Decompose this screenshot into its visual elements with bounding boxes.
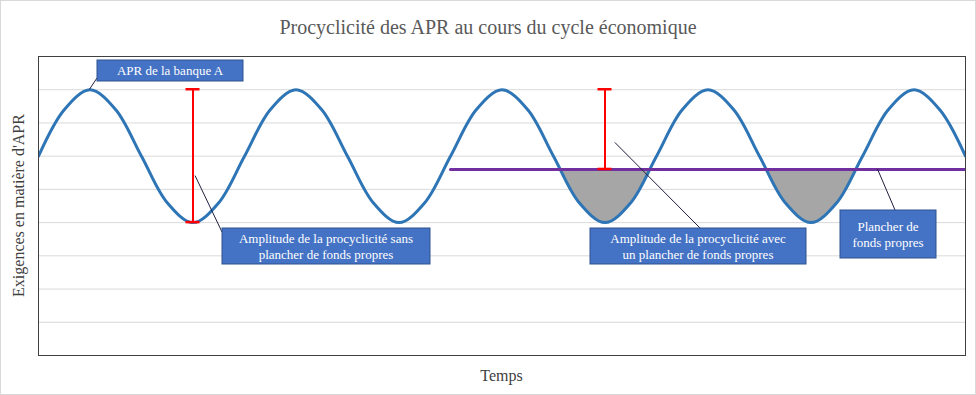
svg-text:Exigences en matière d'APR: Exigences en matière d'APR — [10, 114, 28, 297]
svg-text:Amplitude de la procyclicité s: Amplitude de la procyclicité sansplanche… — [239, 231, 413, 262]
svg-text:Amplitude de la procyclicité a: Amplitude de la procyclicité avecun plan… — [610, 231, 786, 262]
svg-text:APR de la banque A: APR de la banque A — [117, 63, 224, 78]
svg-text:Temps: Temps — [480, 367, 522, 385]
svg-text:Procyclicité des APR au cours: Procyclicité des APR au cours du cycle é… — [279, 16, 696, 39]
svg-text:Plancher defonds propres: Plancher defonds propres — [852, 219, 923, 250]
